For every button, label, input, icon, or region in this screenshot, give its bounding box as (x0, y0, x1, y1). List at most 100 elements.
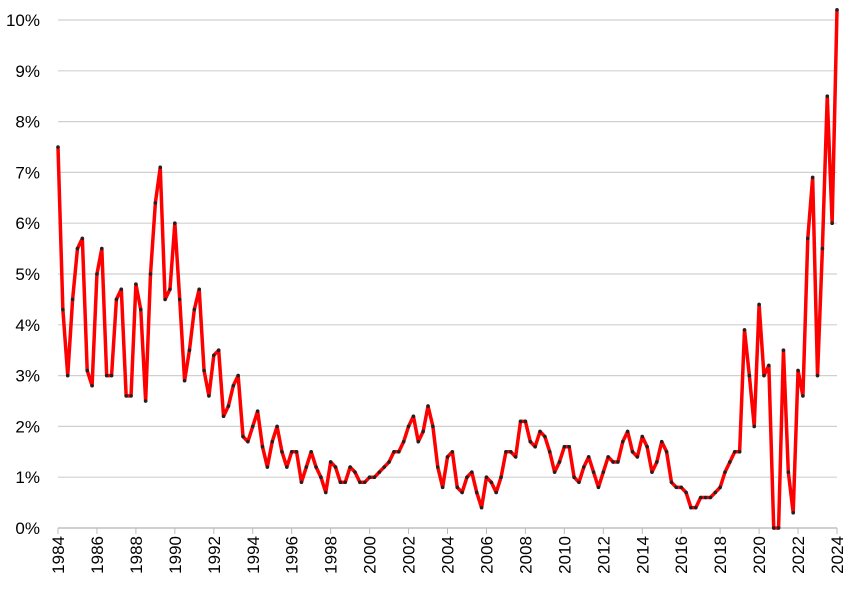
data-point (138, 307, 143, 312)
data-point (392, 450, 396, 454)
data-point (499, 475, 503, 480)
data-point (338, 480, 343, 485)
x-tick-label: 1994 (244, 536, 263, 574)
data-point (786, 470, 791, 474)
data-point (216, 348, 221, 353)
data-point (56, 145, 60, 149)
data-point (732, 450, 737, 454)
data-point (177, 297, 182, 302)
data-point (304, 465, 309, 469)
data-point (684, 490, 688, 495)
data-point (494, 490, 498, 495)
data-point (805, 236, 810, 241)
data-point (474, 490, 479, 495)
series-line (56, 9, 839, 530)
x-tick-label: 1988 (127, 536, 146, 574)
data-point (625, 429, 630, 434)
data-point (533, 444, 537, 449)
data-point (426, 404, 430, 408)
data-point (192, 307, 197, 312)
data-point (713, 490, 718, 495)
data-point (616, 460, 620, 464)
data-point (114, 297, 119, 302)
data-point (435, 465, 440, 469)
data-point (236, 373, 240, 378)
data-point (810, 175, 815, 180)
x-tick-label: 2000 (361, 536, 380, 574)
data-point (659, 439, 664, 444)
data-point (275, 424, 279, 429)
data-point (465, 475, 469, 480)
y-tick-label: 3% (15, 367, 40, 386)
data-point (582, 465, 586, 469)
data-point (504, 450, 508, 454)
data-point (728, 460, 732, 464)
data-point (747, 373, 752, 378)
data-point (591, 470, 596, 474)
data-point (314, 465, 318, 469)
data-point (830, 221, 834, 225)
y-tick-label: 5% (15, 265, 40, 284)
data-point (323, 490, 328, 495)
data-point (528, 439, 533, 444)
data-point (538, 429, 542, 434)
data-point (440, 485, 445, 490)
data-point (620, 439, 625, 444)
data-point (523, 419, 528, 424)
data-point (698, 495, 703, 500)
data-point (689, 505, 693, 510)
data-point (309, 450, 313, 454)
data-point (767, 363, 771, 368)
data-point (577, 480, 581, 485)
data-point (333, 465, 338, 469)
data-point (241, 434, 245, 439)
data-point (343, 480, 348, 485)
data-point (143, 399, 148, 403)
data-point (835, 8, 839, 12)
x-tick-label: 1998 (322, 536, 341, 574)
data-point (109, 373, 114, 378)
data-point (723, 470, 727, 474)
x-tick-label: 2012 (594, 536, 613, 574)
y-tick-label: 10% (6, 11, 40, 30)
data-point (377, 470, 382, 474)
data-point (319, 475, 323, 480)
data-point (153, 201, 158, 205)
data-point (484, 475, 489, 480)
data-point (645, 444, 649, 449)
data-point (358, 480, 362, 485)
data-point (367, 475, 372, 480)
data-point (129, 394, 133, 398)
data-point (255, 409, 260, 413)
x-tick-label: 2018 (711, 536, 730, 574)
data-point (80, 236, 85, 241)
data-point (543, 434, 547, 439)
data-point (163, 297, 167, 302)
x-tick-label: 1986 (88, 536, 107, 574)
data-point (606, 455, 610, 459)
data-point (90, 383, 94, 388)
data-point (762, 373, 766, 378)
data-point (567, 444, 572, 449)
data-point (246, 439, 250, 444)
data-point (75, 246, 80, 251)
data-point (411, 414, 416, 419)
data-point (796, 368, 800, 373)
data-point (479, 505, 484, 510)
data-point (445, 455, 450, 459)
data-point (226, 404, 231, 408)
data-point (299, 480, 304, 485)
data-point (353, 470, 357, 474)
data-point (65, 373, 70, 378)
x-tick-label: 1992 (205, 536, 224, 574)
data-point (669, 480, 674, 485)
data-point (382, 465, 387, 469)
data-point (362, 480, 367, 485)
data-point (100, 246, 104, 251)
data-point (815, 373, 820, 378)
x-tick-label: 2014 (633, 536, 652, 574)
data-point (134, 282, 138, 286)
data-point (231, 383, 236, 388)
data-point (518, 419, 523, 424)
y-tick-label: 6% (15, 214, 40, 233)
